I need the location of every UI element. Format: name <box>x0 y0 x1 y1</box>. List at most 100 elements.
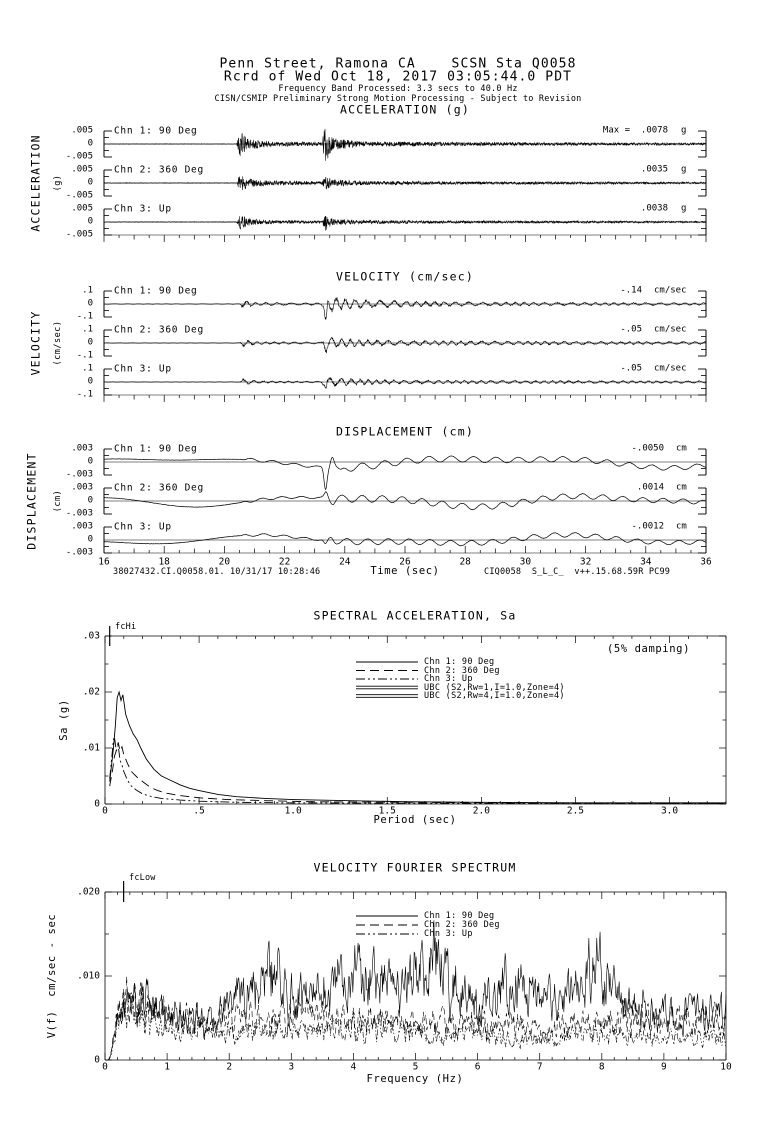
fourier-xtick-label: 1 <box>164 1061 170 1073</box>
fourier-xtick-label: 9 <box>661 1061 667 1073</box>
period-axis-label: Period (sec) <box>373 813 457 826</box>
ytick-label: -.005 <box>65 151 93 162</box>
ytick-label: .003 <box>71 521 93 532</box>
fourier-y-label: V(f) cm/sec - sec <box>45 913 58 1039</box>
displacement-y-label: DISPLACEMENT <box>24 452 39 550</box>
max-value: .0035 <box>640 164 668 175</box>
velocity-title: VELOCITY (cm/sec) <box>335 269 475 284</box>
displacement-trace-1 <box>103 455 707 491</box>
fourier-legend-label: Chn 2: 360 Deg <box>424 919 500 930</box>
ytick-label: .1 <box>82 324 93 335</box>
time-tick-label: 20 <box>218 556 231 568</box>
ytick-label: -.003 <box>65 508 93 519</box>
acceleration-y-label: ACCELERATION <box>28 134 43 232</box>
channel-label: Chn 1: 90 Deg <box>114 125 198 137</box>
displacement-title: DISPLACEMENT (cm) <box>335 424 475 439</box>
max-unit: cm/sec <box>654 324 687 335</box>
sa-legend-label: Chn 3: Up <box>424 673 473 684</box>
fourier-legend-label: Chn 1: 90 Deg <box>424 910 495 921</box>
channel-label: Chn 3: Up <box>114 203 172 215</box>
channel-label: Chn 1: 90 Deg <box>114 285 198 297</box>
fourier-xtick-label: 6 <box>474 1061 481 1073</box>
fourier-xtick-label: 3 <box>288 1061 295 1073</box>
ytick-label: .003 <box>71 443 93 454</box>
displacement-y-unit: (cm) <box>52 489 63 513</box>
sa-xtick-label: .5 <box>193 805 205 817</box>
sa-xtick-label: 0 <box>102 805 108 817</box>
ytick-label: 0 <box>87 138 93 149</box>
ytick-label: .005 <box>71 125 93 136</box>
sa-title: SPECTRAL ACCELERATION, Sa <box>313 608 517 623</box>
fourier-xtick-label: 7 <box>536 1061 543 1073</box>
time-tick-label: 26 <box>399 556 411 568</box>
time-tick-label: 32 <box>579 556 592 568</box>
sa-ytick-label: .03 <box>82 630 100 642</box>
velocity-trace-2 <box>103 336 707 354</box>
time-tick-label: 22 <box>278 556 291 568</box>
ytick-label: -.005 <box>65 229 93 240</box>
fourier-curve-chn3 <box>106 991 727 1061</box>
sa-ytick-label: .02 <box>82 686 100 698</box>
acceleration-trace-3 <box>103 215 707 231</box>
ytick-label: 0 <box>87 534 93 545</box>
fourier-xtick-label: 5 <box>412 1061 419 1073</box>
velocity-trace-1 <box>103 297 707 320</box>
channel-label: Chn 3: Up <box>114 521 172 533</box>
time-tick-label: 36 <box>700 556 712 568</box>
acceleration-y-unit: (g) <box>52 174 63 192</box>
footer-station-code: CIQ0058 S_L_C_ v++.15.68.59R PC99 <box>484 566 671 577</box>
sa-curve-chn2 <box>109 742 727 804</box>
sa-xtick-label: 2.5 <box>566 805 585 817</box>
max-unit: g <box>681 125 687 136</box>
header-station-line: Penn Street, Ramona CA SCSN Sta Q0058 <box>219 56 577 72</box>
time-tick-label: 30 <box>519 556 532 568</box>
acceleration-trace-2 <box>103 176 707 191</box>
ytick-label: 0 <box>87 495 93 506</box>
displacement-trace-3 <box>103 532 707 547</box>
fourier-curve-chn2 <box>106 976 727 1061</box>
sa-xtick-label: 1.5 <box>378 805 396 817</box>
sa-legend-label: UBC (S2,Rw=1,I=1.0,Zone=4) <box>424 682 565 693</box>
acceleration-title: ACCELERATION (g) <box>340 102 470 117</box>
sa-xtick-label: 1.0 <box>284 805 302 817</box>
max-unit: g <box>681 203 687 214</box>
sa-y-label: Sa (g) <box>57 699 70 741</box>
sa-damping-note: (5% damping) <box>606 642 690 655</box>
max-value: .0014 <box>636 482 664 493</box>
time-tick-label: 28 <box>459 556 471 568</box>
max-value: -.05 <box>620 363 642 374</box>
velocity-y-unit: (cm/sec) <box>52 320 63 366</box>
displacement-trace-2 <box>103 491 707 511</box>
fourier-xtick-label: 0 <box>102 1061 108 1073</box>
ytick-label: -.005 <box>65 190 93 201</box>
ytick-label: 0 <box>87 216 93 227</box>
time-tick-label: 24 <box>339 556 351 568</box>
max-value: -.0050 <box>631 443 664 454</box>
max-unit: cm/sec <box>654 285 687 296</box>
max-unit: cm <box>676 443 687 454</box>
max-unit: cm <box>676 521 687 532</box>
fourier-ytick-label: .010 <box>77 970 100 982</box>
ytick-label: .1 <box>82 285 93 296</box>
ytick-label: .005 <box>71 164 93 175</box>
header-processing-line: CISN/CSMIP Preliminary Strong Motion Pro… <box>214 93 582 104</box>
fclow-label: fcLow <box>129 872 156 883</box>
channel-label: Chn 2: 360 Deg <box>114 324 204 336</box>
max-value: -.05 <box>620 324 642 335</box>
channel-label: Chn 1: 90 Deg <box>114 443 198 455</box>
ytick-label: -.1 <box>76 311 93 322</box>
sa-ytick-label: 0 <box>94 798 100 810</box>
channel-label: Chn 3: Up <box>114 363 172 375</box>
time-tick-label: 34 <box>640 556 652 568</box>
max-value: .0078 <box>640 125 668 136</box>
time-axis-label: Time (sec) <box>370 564 440 577</box>
sa-legend-label: UBC (S2,Rw=4,I=1.0,Zone=4) <box>424 690 565 701</box>
header-freq-band-line: Frequency Band Processed: 3.3 secs to 40… <box>278 83 518 94</box>
ytick-label: .1 <box>82 363 93 374</box>
fourier-ytick-label: 0 <box>94 1054 100 1066</box>
fourier-xtick-label: 8 <box>598 1061 605 1073</box>
sa-curve-chn1 <box>109 690 726 804</box>
fourier-xtick-label: 4 <box>350 1061 357 1073</box>
max-value: .0038 <box>640 203 668 214</box>
